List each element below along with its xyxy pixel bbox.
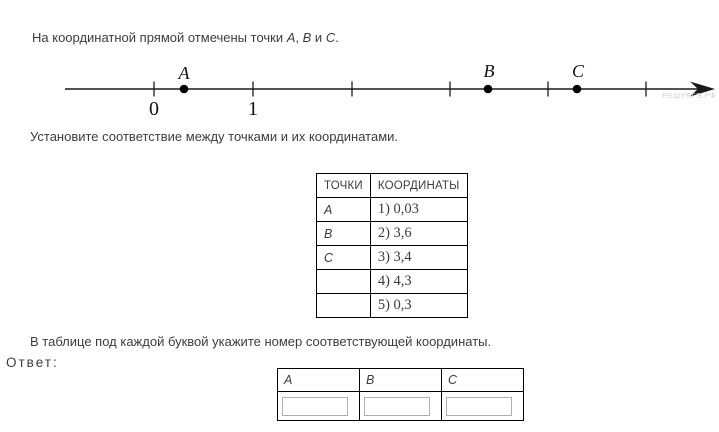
coord-cell-5: 5) 0,3 xyxy=(369,293,468,318)
intro-separator: , xyxy=(295,30,303,45)
table-row: 5) 0,3 xyxy=(316,293,468,318)
match-table-header-points: ТОЧКИ xyxy=(316,173,371,198)
instruction-text: Установите соответствие между точками и … xyxy=(30,129,399,144)
point-dot-c xyxy=(572,84,582,94)
point-dot-a xyxy=(179,84,189,94)
answer-header-c: C xyxy=(441,368,524,392)
tick-label-one: 1 xyxy=(248,98,258,120)
intro-period: . xyxy=(335,30,339,45)
point-cell-empty xyxy=(316,293,371,318)
note-text: В таблице под каждой буквой укажите номе… xyxy=(30,334,492,349)
intro-text: На координатной прямой отмечены точки xyxy=(32,30,287,45)
point-cell-a: A xyxy=(316,197,371,222)
table-row: B 2) 3,6 xyxy=(316,221,468,246)
answer-table-input-row xyxy=(277,391,524,421)
answer-cell-c xyxy=(441,391,524,421)
coord-cell-4: 4) 4,3 xyxy=(369,269,468,294)
answer-input-b[interactable] xyxy=(364,396,430,416)
watermark: РЕШУЕГЭ.РФ xyxy=(662,91,716,100)
point-cell-empty xyxy=(316,269,371,294)
number-line-figure: 0 1 A B C РЕШУЕГЭ.РФ xyxy=(0,55,719,120)
answer-header-b: B xyxy=(359,368,442,392)
answer-table: A B C xyxy=(277,368,524,421)
match-table-header-coords: КООРДИНАТЫ xyxy=(369,173,468,198)
point-label-b: B xyxy=(484,61,495,81)
coord-cell-2: 2) 3,6 xyxy=(369,221,468,246)
point-a-ref: A xyxy=(286,30,296,45)
answer-table-header-row: A B C xyxy=(277,368,524,392)
answer-label: Ответ: xyxy=(6,355,59,370)
number-line-svg: 0 1 A B C РЕШУЕГЭ.РФ xyxy=(65,61,716,120)
coord-cell-1: 1) 0,03 xyxy=(369,197,468,222)
answer-input-a[interactable] xyxy=(282,396,348,416)
point-c-ref: C xyxy=(325,30,336,45)
intro-separator: и xyxy=(311,30,326,45)
axis-arrowhead xyxy=(690,81,715,97)
table-row: 4) 4,3 xyxy=(316,269,468,294)
answer-cell-a xyxy=(277,391,360,421)
tick-label-zero: 0 xyxy=(149,98,159,120)
point-cell-b: B xyxy=(316,221,371,246)
table-row: A 1) 0,03 xyxy=(316,197,468,222)
match-table: ТОЧКИ КООРДИНАТЫ A 1) 0,03 B 2) 3,6 C 3)… xyxy=(316,173,468,318)
problem-statement: На координатной прямой отмечены точки A,… xyxy=(32,30,339,45)
point-label-c: C xyxy=(572,61,585,81)
point-cell-c: C xyxy=(316,245,371,270)
answer-input-c[interactable] xyxy=(446,396,512,416)
match-table-header-row: ТОЧКИ КООРДИНАТЫ xyxy=(316,173,468,198)
point-dot-b xyxy=(483,84,493,94)
table-row: C 3) 3,4 xyxy=(316,245,468,270)
point-b-ref: B xyxy=(302,30,312,45)
point-label-a: A xyxy=(178,63,191,83)
answer-cell-b xyxy=(359,391,442,421)
coord-cell-3: 3) 3,4 xyxy=(369,245,468,270)
answer-header-a: A xyxy=(277,368,360,392)
